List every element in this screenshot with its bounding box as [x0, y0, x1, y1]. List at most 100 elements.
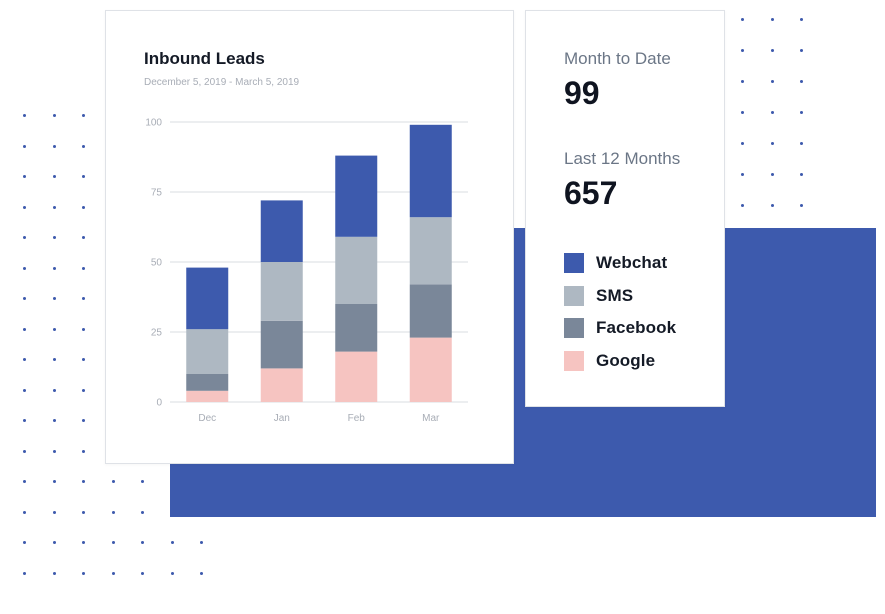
decorative-dot — [741, 18, 744, 21]
bar-segment-google — [409, 337, 452, 402]
x-tick-label: Dec — [198, 413, 216, 424]
legend-swatch-sms — [564, 285, 584, 306]
decorative-dot — [800, 204, 803, 207]
stats-card: Month to Date 99 Last 12 Months 657 Webc… — [525, 10, 725, 407]
decorative-dot — [141, 571, 144, 575]
bar-segment-facebook — [335, 304, 378, 352]
legend-item-webchat: Webchat — [564, 247, 676, 280]
chart-legend: Webchat SMS Facebook Google — [564, 247, 676, 377]
decorative-dot — [52, 236, 56, 239]
decorative-dot — [82, 114, 85, 117]
month-to-date-label: Month to Date — [564, 49, 671, 68]
bar-segment-webchat — [260, 200, 303, 262]
decorative-dot — [52, 388, 56, 392]
bar-segment-google — [335, 351, 378, 402]
decorative-dot — [23, 388, 26, 392]
decorative-dot — [741, 204, 744, 207]
decorative-dot — [770, 204, 774, 207]
legend-label: Webchat — [596, 253, 668, 273]
decorative-dot — [23, 571, 26, 575]
bar-segment-webchat — [186, 267, 229, 330]
decorative-dot — [82, 358, 85, 361]
legend-label: SMS — [596, 285, 634, 305]
decorative-dot — [52, 266, 56, 270]
decorative-dot — [82, 541, 85, 544]
decorative-dot — [23, 114, 26, 117]
decorative-dot — [52, 571, 56, 575]
bar-segment-sms — [260, 262, 303, 321]
decorative-dot — [111, 541, 115, 544]
decorative-dot — [141, 541, 144, 544]
decorative-dot — [23, 419, 26, 422]
decorative-dot — [82, 144, 85, 148]
decorative-dot — [23, 327, 26, 331]
y-tick-label: 50 — [151, 258, 163, 269]
decorative-dot — [52, 480, 56, 483]
decorative-dot — [170, 571, 174, 575]
decorative-dot — [82, 419, 85, 422]
decorative-dot — [741, 173, 744, 176]
y-tick-label: 25 — [151, 328, 163, 339]
decorative-dot — [800, 49, 803, 52]
legend-item-facebook: Facebook — [564, 312, 676, 345]
legend-swatch-webchat — [564, 253, 584, 274]
legend-item-google: Google — [564, 345, 676, 378]
bar-segment-sms — [409, 217, 452, 285]
decorative-dot — [52, 144, 56, 148]
decorative-dot — [141, 510, 144, 514]
decorative-dot — [200, 571, 203, 575]
bar-segment-facebook — [260, 320, 303, 369]
decorative-dot — [741, 49, 744, 52]
legend-label: Facebook — [596, 318, 677, 338]
chart-title: Inbound Leads — [144, 49, 265, 68]
decorative-dot — [23, 449, 26, 453]
decorative-dot — [23, 205, 26, 209]
x-tick-label: Feb — [348, 413, 366, 424]
decorative-dot — [111, 480, 115, 483]
decorative-dot — [770, 49, 774, 52]
y-tick-label: 75 — [151, 188, 163, 199]
decorative-dot — [23, 541, 26, 544]
decorative-dot — [82, 510, 85, 514]
decorative-dot — [52, 205, 56, 209]
decorative-dot — [770, 142, 774, 145]
decorative-dot — [52, 510, 56, 514]
y-tick-label: 0 — [156, 398, 162, 409]
decorative-dot — [23, 144, 26, 148]
decorative-dot — [23, 480, 26, 483]
legend-label: Google — [596, 350, 656, 370]
bar-segment-sms — [335, 236, 378, 304]
decorative-dot — [82, 571, 85, 575]
stacked-bar-chart: 0 25 50 75 100 Dec Jan Feb Mar — [145, 118, 468, 424]
decorative-dot — [741, 142, 744, 145]
decorative-dot — [52, 297, 56, 300]
x-tick-label: Jan — [274, 413, 290, 424]
bar-segment-facebook — [409, 284, 452, 338]
decorative-dot — [770, 173, 774, 176]
decorative-dot — [23, 236, 26, 239]
decorative-dot — [82, 388, 85, 392]
decorative-dot — [800, 173, 803, 176]
decorative-dot — [82, 480, 85, 483]
decorative-dot — [52, 114, 56, 117]
decorative-dot — [741, 111, 744, 114]
legend-swatch-google — [564, 350, 584, 371]
decorative-dot — [52, 541, 56, 544]
decorative-dot — [52, 419, 56, 422]
decorative-dot — [23, 175, 26, 178]
decorative-dot — [170, 541, 174, 544]
bar-segment-facebook — [186, 374, 229, 391]
legend-swatch-facebook — [564, 318, 584, 339]
decorative-dot — [741, 80, 744, 83]
decorative-dot — [23, 297, 26, 300]
decorative-dot — [82, 266, 85, 270]
decorative-dot — [52, 327, 56, 331]
y-tick-label: 100 — [145, 118, 162, 129]
decorative-dot — [82, 327, 85, 331]
decorative-dot — [770, 18, 774, 21]
decorative-dot — [23, 510, 26, 514]
decorative-dot — [770, 80, 774, 83]
decorative-dot — [141, 480, 144, 483]
decorative-dot — [82, 175, 85, 178]
decorative-dot — [800, 142, 803, 145]
